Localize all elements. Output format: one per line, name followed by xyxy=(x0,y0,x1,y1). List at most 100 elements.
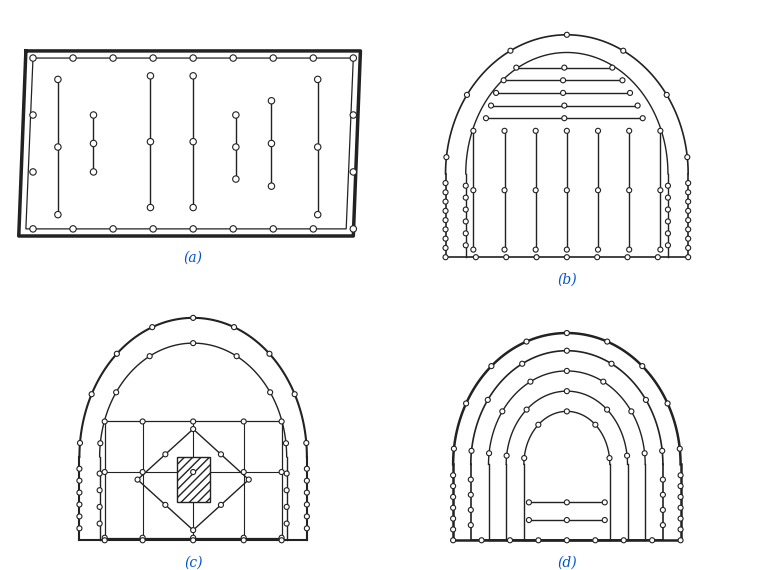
Circle shape xyxy=(218,502,223,507)
Circle shape xyxy=(602,518,607,523)
Circle shape xyxy=(114,351,119,356)
Circle shape xyxy=(660,523,666,528)
Circle shape xyxy=(464,92,470,97)
Circle shape xyxy=(230,55,236,61)
Circle shape xyxy=(678,505,683,510)
Circle shape xyxy=(686,209,691,213)
Circle shape xyxy=(304,514,309,519)
Circle shape xyxy=(524,339,529,344)
Circle shape xyxy=(443,209,448,213)
Circle shape xyxy=(686,246,691,250)
Circle shape xyxy=(230,226,236,232)
Circle shape xyxy=(666,231,670,236)
Circle shape xyxy=(270,55,277,61)
Circle shape xyxy=(536,538,541,543)
Circle shape xyxy=(596,188,600,193)
Circle shape xyxy=(30,169,36,175)
Circle shape xyxy=(315,144,321,150)
Circle shape xyxy=(468,477,473,482)
Circle shape xyxy=(666,195,670,200)
Circle shape xyxy=(30,226,36,232)
Circle shape xyxy=(241,535,246,540)
Text: (d): (d) xyxy=(557,555,577,569)
Circle shape xyxy=(473,255,478,260)
Circle shape xyxy=(464,231,468,236)
Circle shape xyxy=(664,92,670,97)
Circle shape xyxy=(655,255,660,260)
Circle shape xyxy=(102,538,107,543)
Circle shape xyxy=(658,128,663,133)
Circle shape xyxy=(470,128,476,133)
Circle shape xyxy=(234,353,239,359)
Circle shape xyxy=(565,409,569,414)
Circle shape xyxy=(90,169,97,175)
Circle shape xyxy=(147,139,154,145)
Circle shape xyxy=(451,527,456,532)
Circle shape xyxy=(627,247,632,252)
Circle shape xyxy=(310,226,316,232)
Circle shape xyxy=(443,236,448,241)
Circle shape xyxy=(628,91,632,95)
Circle shape xyxy=(232,325,236,329)
Circle shape xyxy=(594,255,600,260)
Circle shape xyxy=(443,218,448,223)
Circle shape xyxy=(658,188,663,193)
Circle shape xyxy=(191,535,195,540)
Circle shape xyxy=(660,492,666,497)
Circle shape xyxy=(604,407,610,412)
Circle shape xyxy=(678,494,683,499)
Circle shape xyxy=(565,32,569,37)
Circle shape xyxy=(534,255,539,260)
Circle shape xyxy=(90,112,97,118)
Circle shape xyxy=(140,419,145,424)
Circle shape xyxy=(310,55,316,61)
Circle shape xyxy=(443,246,448,250)
Circle shape xyxy=(464,243,468,248)
Circle shape xyxy=(350,169,356,175)
Circle shape xyxy=(464,183,468,188)
Circle shape xyxy=(565,255,569,260)
Circle shape xyxy=(97,488,102,492)
Circle shape xyxy=(565,348,569,353)
Circle shape xyxy=(350,112,356,118)
Circle shape xyxy=(315,211,321,218)
Circle shape xyxy=(284,521,290,526)
Circle shape xyxy=(565,128,569,133)
Circle shape xyxy=(267,351,272,356)
Circle shape xyxy=(304,490,309,495)
Circle shape xyxy=(602,500,607,505)
Circle shape xyxy=(150,325,155,329)
Circle shape xyxy=(241,538,246,543)
Circle shape xyxy=(508,538,512,543)
Circle shape xyxy=(443,255,448,260)
Circle shape xyxy=(609,361,614,367)
Circle shape xyxy=(562,103,567,108)
Circle shape xyxy=(77,514,82,519)
Circle shape xyxy=(627,188,632,193)
Circle shape xyxy=(163,502,168,507)
Circle shape xyxy=(536,422,541,428)
Circle shape xyxy=(605,339,610,344)
Circle shape xyxy=(147,204,154,211)
Circle shape xyxy=(678,527,683,532)
Circle shape xyxy=(140,535,145,540)
Circle shape xyxy=(77,490,82,495)
Circle shape xyxy=(89,392,94,397)
Circle shape xyxy=(640,364,644,369)
Circle shape xyxy=(444,154,449,160)
Circle shape xyxy=(565,188,569,193)
Circle shape xyxy=(520,361,524,367)
Circle shape xyxy=(504,453,509,458)
Circle shape xyxy=(600,379,606,384)
Circle shape xyxy=(150,226,157,232)
Circle shape xyxy=(508,48,513,53)
Circle shape xyxy=(191,315,195,320)
Circle shape xyxy=(479,538,484,543)
Circle shape xyxy=(55,144,61,150)
Circle shape xyxy=(534,247,538,252)
Circle shape xyxy=(464,207,468,212)
Circle shape xyxy=(629,409,634,414)
Circle shape xyxy=(468,507,473,512)
Circle shape xyxy=(501,78,506,83)
Circle shape xyxy=(493,91,499,95)
